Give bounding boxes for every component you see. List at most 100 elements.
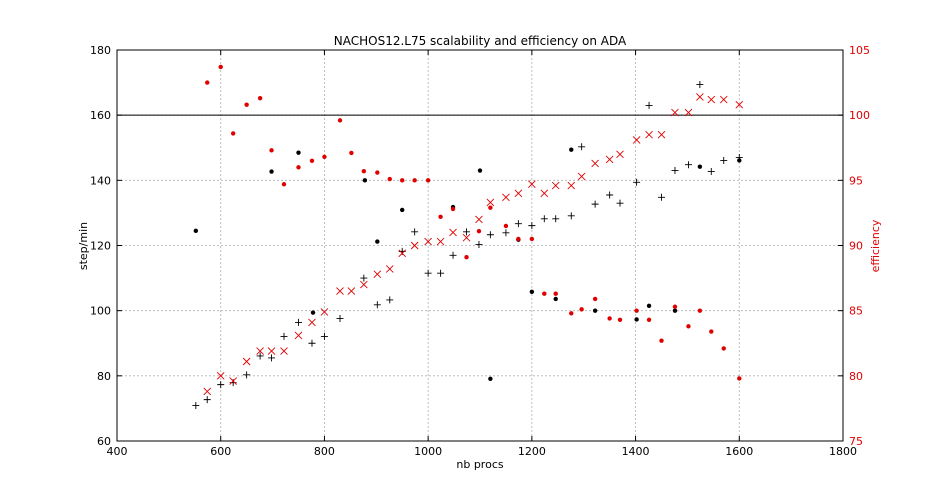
y2-axis-title: efficiency (869, 219, 882, 272)
data-point-cross (486, 198, 495, 207)
data-point-dot (269, 148, 274, 153)
data-point-dot (553, 296, 558, 302)
data-point-plus (684, 161, 692, 169)
data-point-cross (528, 180, 536, 189)
data-point-cross (398, 249, 407, 258)
data-point-plus (486, 231, 494, 239)
data-point-plus (528, 222, 536, 230)
data-point-dot (477, 168, 483, 173)
data-point-dot (375, 170, 380, 175)
data-point-plus (386, 296, 394, 304)
chart-title: NACHOS12.L75 scalability and efficiency … (334, 34, 627, 48)
data-point-dot (617, 317, 623, 322)
data-point-plus (645, 101, 653, 109)
data-point-dot (349, 150, 354, 156)
data-point-cross (719, 95, 728, 104)
data-point-cross (605, 155, 614, 164)
data-point-dot (634, 308, 639, 313)
data-point-cross (360, 280, 368, 289)
data-point-cross (707, 95, 716, 104)
series-3 (205, 64, 742, 381)
data-point-plus (633, 178, 641, 186)
grid-layer (117, 50, 843, 441)
data-point-plus (449, 251, 457, 259)
data-point-dot (529, 236, 535, 242)
x-tick-label: 1000 (414, 445, 442, 458)
data-point-plus (591, 200, 599, 208)
data-point-cross (242, 357, 251, 366)
data-point-cross (616, 150, 624, 159)
data-point-plus (578, 143, 586, 151)
data-point-plus (424, 269, 432, 277)
x-tick-label: 600 (210, 445, 231, 458)
data-point-plus (280, 332, 288, 340)
data-point-cross (514, 189, 523, 198)
data-point-dot (542, 291, 547, 296)
data-point-plus (437, 269, 445, 277)
data-point-dot (337, 118, 343, 123)
y-tick-label: 140 (90, 174, 111, 187)
data-point-cross (684, 108, 693, 117)
data-point-cross (410, 241, 419, 250)
data-point-dot (400, 207, 405, 213)
data-point-plus (295, 318, 302, 326)
data-point-cross (424, 237, 432, 246)
x-tick-label: 1800 (829, 445, 857, 458)
x-tick-label: 1200 (518, 445, 546, 458)
data-point-cross (577, 172, 586, 181)
data-point-cross (671, 108, 679, 117)
data-point-plus (192, 401, 200, 409)
y2-tick-label: 95 (849, 174, 863, 187)
data-point-dot (269, 169, 274, 174)
data-point-plus (616, 199, 624, 207)
data-point-dot (659, 338, 664, 343)
data-point-dot (230, 131, 236, 136)
data-point-dot (425, 178, 431, 183)
data-point-dot (503, 223, 509, 229)
data-point-dot (686, 324, 691, 329)
y-tick-label: 160 (90, 109, 111, 122)
data-point-dot (193, 228, 199, 234)
points-layer (192, 64, 744, 409)
x-axis-title: nb procs (456, 458, 503, 471)
data-point-plus (502, 229, 510, 237)
series-0 (192, 81, 743, 409)
data-point-dot (438, 214, 443, 220)
data-point-dot (309, 158, 315, 163)
data-point-plus (671, 167, 679, 175)
data-point-dot (322, 154, 327, 160)
data-point-dot (672, 308, 678, 313)
ticks-layer: 400 600 800 1000 1200 1400 1600 1800 60 80 100 120 1… (90, 44, 870, 458)
data-point-cross (462, 233, 471, 242)
data-point-cross (591, 159, 599, 168)
data-point-cross (540, 189, 549, 198)
x-tick-label: 800 (314, 445, 335, 458)
y2-tick-label: 105 (849, 44, 870, 57)
data-point-dot (569, 311, 574, 316)
data-point-dot (697, 164, 703, 169)
data-point-dot (375, 239, 380, 244)
data-point-plus (658, 193, 665, 201)
y-tick-label: 60 (97, 435, 111, 448)
data-point-cross (203, 387, 212, 396)
data-point-dot (464, 255, 469, 260)
data-point-cross (373, 270, 382, 278)
data-point-cross (436, 237, 445, 246)
data-point-plus (720, 156, 728, 164)
data-point-dot (400, 178, 405, 183)
data-point-cross (696, 93, 704, 101)
data-point-plus (268, 354, 276, 362)
data-point-dot (450, 206, 456, 212)
data-point-plus (243, 371, 251, 379)
data-point-cross (632, 136, 641, 144)
data-point-dot (244, 102, 249, 107)
y-axis-title: step/min (77, 222, 90, 270)
data-point-dot (387, 176, 392, 182)
data-point-cross (735, 100, 744, 109)
data-point-dot (553, 291, 558, 296)
data-point-cross (229, 377, 237, 385)
data-point-dot (476, 228, 482, 234)
data-point-dot (569, 147, 574, 152)
y-tick-label: 180 (90, 44, 111, 57)
